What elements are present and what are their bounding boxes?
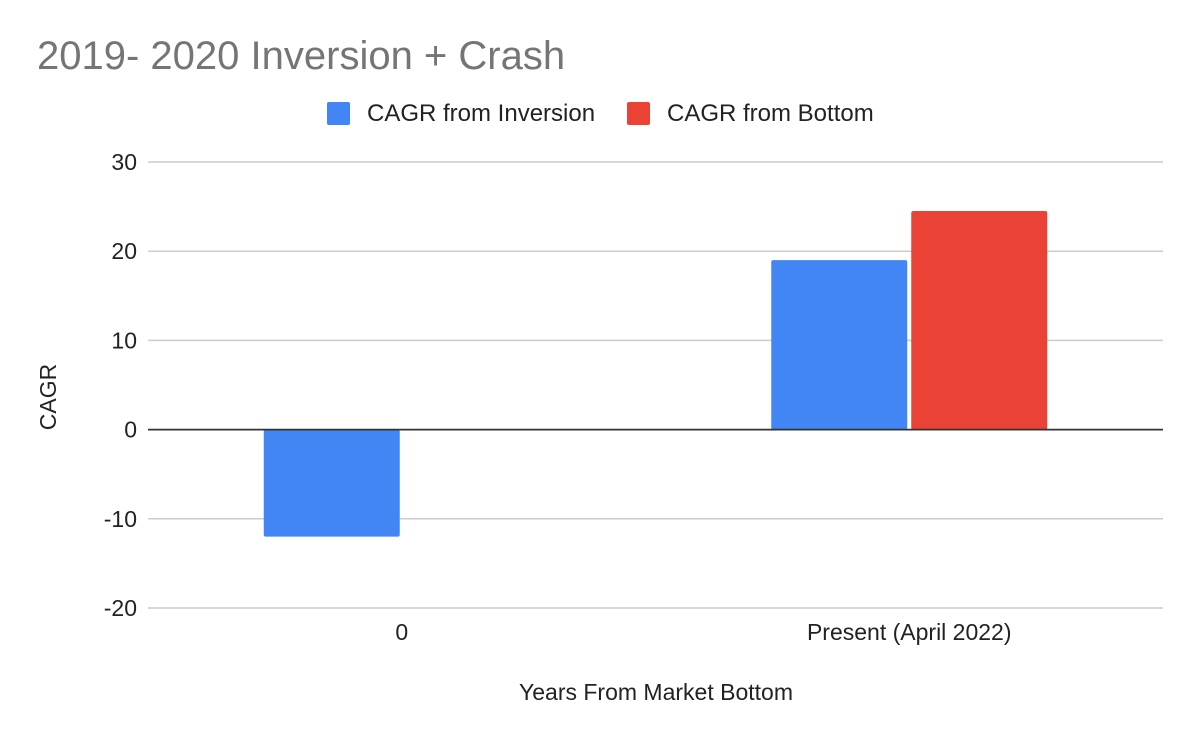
y-axis-ticks: 30 20 10 0 -10 -20 xyxy=(104,149,137,621)
y-tick-label: 0 xyxy=(124,417,137,443)
x-axis-title: Years From Market Bottom xyxy=(519,679,793,705)
x-tick-label: Present (April 2022) xyxy=(807,619,1012,645)
legend-label-inversion: CAGR from Inversion xyxy=(367,100,595,127)
x-axis-ticks: 0 Present (April 2022) xyxy=(395,619,1011,645)
x-tick-label: 0 xyxy=(395,619,408,645)
y-tick-label: -20 xyxy=(104,595,137,621)
y-axis-title: CAGR xyxy=(35,364,61,430)
y-tick-label: 10 xyxy=(111,327,137,353)
legend-swatch-inversion xyxy=(327,102,350,125)
legend-label-bottom: CAGR from Bottom xyxy=(667,100,874,127)
chart-title: 2019- 2020 Inversion + Crash xyxy=(37,34,565,78)
legend: CAGR from Inversion CAGR from Bottom xyxy=(327,100,874,127)
bar-inversion-1 xyxy=(771,260,908,430)
bars xyxy=(263,211,1048,537)
legend-swatch-bottom xyxy=(627,102,650,125)
bar-bottom-1 xyxy=(911,211,1048,430)
y-tick-label: 20 xyxy=(111,238,137,264)
y-tick-label: 30 xyxy=(111,149,137,175)
bar-inversion-0 xyxy=(263,429,400,537)
y-tick-label: -10 xyxy=(104,506,137,532)
